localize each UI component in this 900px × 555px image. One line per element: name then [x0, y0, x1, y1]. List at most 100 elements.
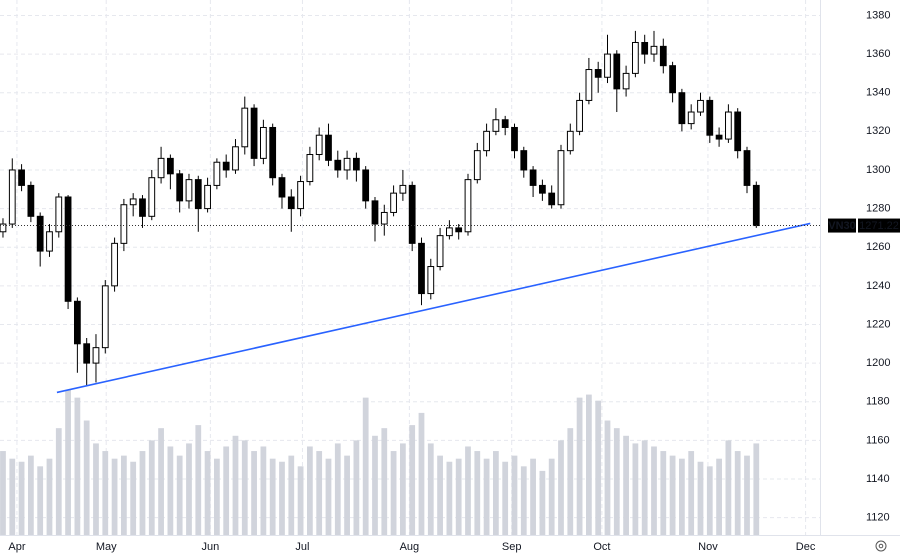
volume-bar [613, 428, 620, 535]
volume-bar [576, 397, 583, 535]
candle-body [715, 134, 723, 140]
volume-bar [186, 443, 192, 535]
y-tick-label: 1140 [866, 473, 890, 485]
volume-bar [93, 443, 99, 535]
last-price-label: 1271.22 [859, 220, 899, 232]
candle-body [315, 134, 323, 156]
volume-bar [176, 455, 183, 535]
volume-bar [241, 440, 248, 535]
volume-bar [567, 428, 574, 535]
candle-body [111, 242, 118, 287]
volume-bar [427, 443, 434, 535]
volume-bar [65, 390, 71, 535]
candle-body [659, 45, 667, 67]
x-tick-label: Aug [400, 541, 420, 553]
candle-body [687, 111, 695, 125]
candle-body [473, 150, 481, 181]
volume-bar [158, 428, 164, 535]
volume-bar [474, 451, 481, 535]
candle-body [464, 179, 472, 233]
candle-body [529, 169, 537, 186]
candle-body [613, 53, 621, 90]
candle-body [27, 184, 35, 217]
volume-bar [0, 451, 6, 535]
volume-bar [530, 458, 536, 535]
y-tick-label: 1260 [866, 241, 890, 253]
y-tick-label: 1380 [866, 9, 890, 21]
y-tick-label: 1320 [866, 125, 890, 137]
grid [0, 0, 820, 535]
candle-body [622, 72, 630, 90]
x-tick-label: Jun [201, 541, 219, 553]
volume-bar [195, 425, 202, 535]
volume-bar [46, 458, 53, 535]
volume-layer [0, 390, 760, 535]
volume-bar [130, 461, 137, 535]
volume-bar [307, 446, 313, 535]
volume-bar [204, 451, 211, 535]
volume-bar [148, 440, 155, 535]
volume-bar [632, 443, 639, 535]
volume-bar [548, 458, 555, 535]
volume-bar [651, 446, 657, 535]
candle-body [334, 159, 342, 171]
candle-body [501, 119, 509, 128]
candle-body [259, 126, 267, 159]
volume-bar [725, 440, 732, 535]
candle-body [669, 65, 676, 94]
volume-bar [446, 461, 453, 535]
candle-body [427, 266, 435, 295]
volume-bar [539, 470, 546, 535]
candle-body [752, 184, 760, 227]
candle-body [120, 204, 128, 244]
volume-bar [511, 455, 518, 535]
volume-bar [55, 428, 62, 535]
candle-body [241, 107, 249, 148]
volume-bar [353, 440, 360, 535]
candle-body [222, 161, 230, 171]
volume-bar [604, 420, 611, 535]
candle-body [232, 146, 239, 171]
y-tick-label: 1200 [866, 357, 890, 369]
candle-body [632, 41, 639, 74]
candle-body [83, 343, 91, 364]
candle-body [204, 184, 211, 210]
volume-bar [120, 455, 127, 535]
volume-bar [213, 458, 220, 535]
candle-body [380, 211, 388, 225]
candle-body [650, 45, 658, 55]
candle-body [343, 157, 351, 171]
candle-body [362, 169, 370, 202]
candle-body [92, 347, 100, 364]
volume-bar [139, 451, 146, 535]
volume-bar [706, 466, 713, 535]
candle-body [166, 157, 174, 175]
settings-icon[interactable] [875, 540, 887, 552]
volume-bar [279, 461, 285, 535]
volume-bar [83, 420, 90, 535]
x-tick-label: Dec [796, 541, 816, 553]
volume-bar [660, 451, 667, 535]
volume-bar [325, 458, 332, 535]
candle-body [492, 119, 500, 132]
volume-bar [688, 451, 695, 535]
candle-body [390, 192, 397, 213]
x-tick-label: May [96, 541, 117, 553]
volume-bar [679, 458, 685, 535]
candle-body [148, 177, 156, 217]
volume-bar [586, 394, 592, 535]
volume-bar [9, 458, 16, 535]
x-tick-label: Nov [698, 541, 718, 553]
overlay-layer: VN30 1271.22 [0, 218, 900, 394]
volume-bar [390, 451, 397, 535]
volume-bar [493, 451, 499, 535]
candle-body [306, 154, 314, 183]
candle-body [641, 41, 649, 55]
volume-bar [334, 443, 341, 535]
volume-bar [409, 425, 416, 535]
candle-body [697, 99, 704, 113]
volume-bar [27, 455, 34, 535]
x-tick-label: Jul [295, 541, 309, 553]
y-tick-label: 1280 [866, 202, 890, 214]
